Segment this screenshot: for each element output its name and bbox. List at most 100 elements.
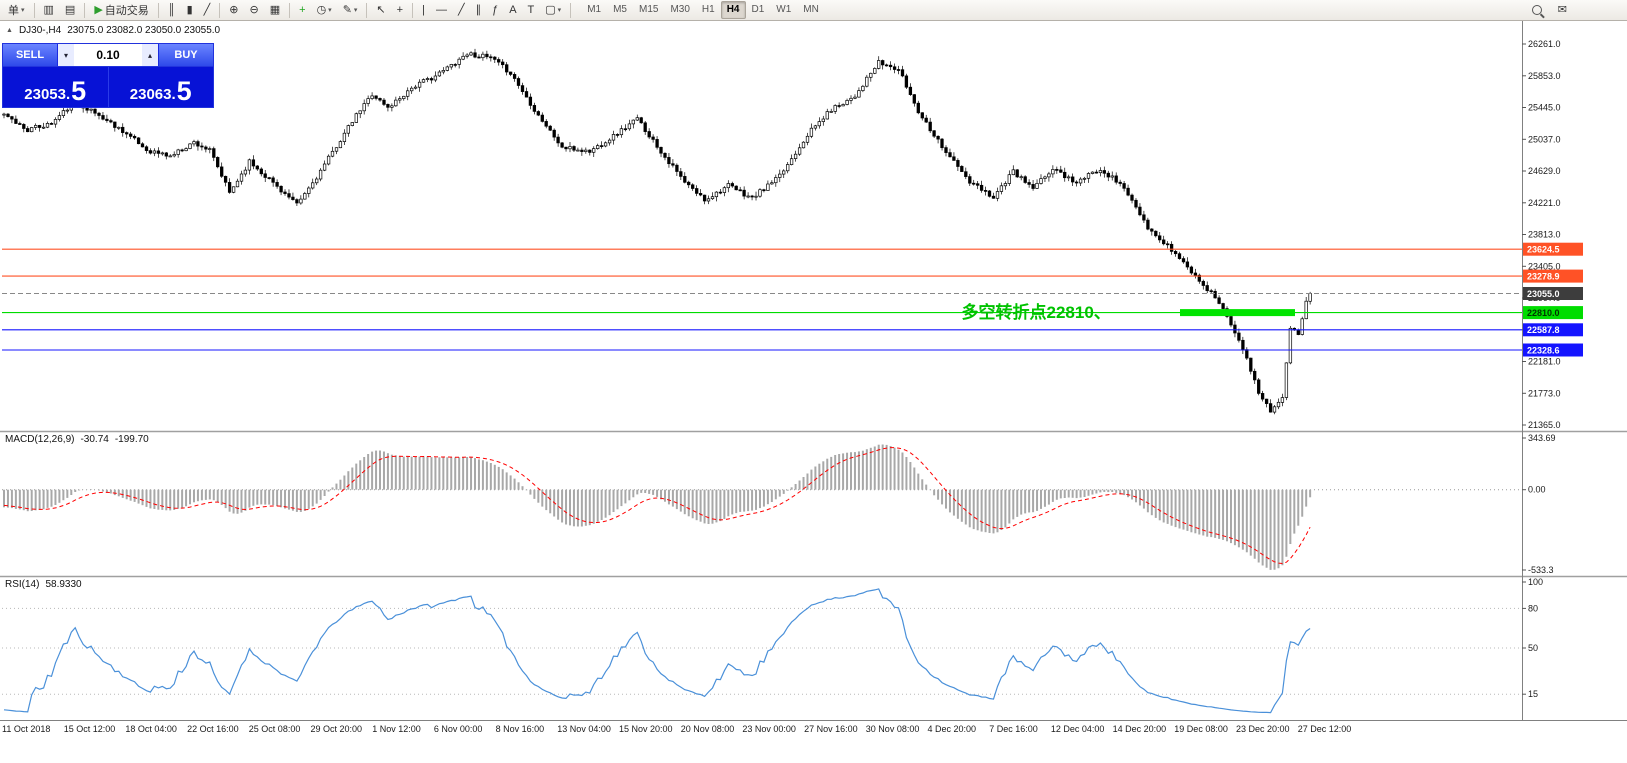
timeframe-button-h4[interactable]: H4 [720,1,746,19]
svg-text:23278.9: 23278.9 [1527,271,1560,281]
rsi-axis: 100 80 50 15 [1522,577,1543,699]
candles [2,48,1312,415]
chart-window-icon[interactable]: ▥ [39,0,59,20]
vertical-line-button-glyph: | [422,3,425,16]
svg-text:18 Oct 04:00: 18 Oct 04:00 [125,724,177,734]
new-order-button[interactable]: 单 ▾ [3,0,30,20]
svg-text:4 Dec 20:00: 4 Dec 20:00 [928,724,977,734]
toolbar-separator [412,2,414,18]
timeframe-button-mn[interactable]: MN [803,4,819,15]
cursor-button[interactable]: ↖ [371,0,390,20]
autotrading-button[interactable]: ▶ 自动交易 [89,0,153,20]
fibonacci-button[interactable]: ƒ [487,0,503,20]
buy-button[interactable]: BUY [158,44,213,66]
timeframe-button-d1[interactable]: D1 [751,4,765,15]
svg-text:80: 80 [1528,603,1538,613]
svg-text:25 Oct 08:00: 25 Oct 08:00 [249,724,301,734]
main-toolbar: 单 ▾ ▥ ▤ ▶ 自动交易 ║ ▮ ╱ ⊕ ⊖ ▦ + ◷ ▾ ✎ ▾ ↖ + | — ╱ ∥ ƒ A T ▢ ▾ M1 M5 M15 M3… [0,0,1627,21]
trade-panel-top-row: SELL ▾ ▴ BUY [3,44,213,66]
search-button[interactable] [1527,0,1547,20]
level-badge-22810.0: 22810.0 [1523,306,1583,320]
svg-text:13 Nov 04:00: 13 Nov 04:00 [557,724,611,734]
rsi-value: 58.9330 [45,579,82,590]
macd-name: MACD(12,26,9) [5,434,75,445]
chart-window-icon-glyph: ▥ [43,3,54,16]
channel-button[interactable]: ∥ [471,0,487,20]
volume-up-button[interactable]: ▴ [142,44,158,66]
shapes-button-glyph: ▢ [545,3,556,16]
shapes-button[interactable]: ▢ ▾ [540,0,566,20]
buy-price[interactable]: 23063. 5 [107,67,214,107]
channel-button-glyph: ∥ [475,3,482,16]
svg-text:23624.5: 23624.5 [1527,245,1560,255]
timeframe-button-m15[interactable]: M15 [639,4,659,15]
indicators-button-glyph: + [299,3,306,16]
panel-frame [0,21,1627,721]
volume-input[interactable] [74,44,142,66]
market-watch-icon-glyph: ▤ [64,3,76,16]
ohlc-values: 23075.0 23082.0 23050.0 23055.0 [67,25,221,36]
bar-chart-type-button[interactable]: ║ [163,0,181,20]
toolbar-right-icons: ✉ [1527,0,1572,20]
timeframe-button-w1[interactable]: W1 [776,4,792,15]
timeframe-button-m30[interactable]: M30 [670,4,690,15]
chat-button-glyph: ✉ [1557,3,1567,16]
templates-button[interactable]: ✎ ▾ [338,0,363,20]
svg-text:23813.0: 23813.0 [1528,230,1561,240]
svg-text:26261.0: 26261.0 [1528,39,1561,49]
chat-button[interactable]: ✉ [1553,0,1572,20]
horizontal-line-button[interactable]: — [431,0,452,20]
svg-text:15 Nov 20:00: 15 Nov 20:00 [619,724,673,734]
svg-text:6 Nov 00:00: 6 Nov 00:00 [434,724,483,734]
vertical-line-button[interactable]: | [417,0,430,20]
crosshair-button[interactable]: + [392,0,408,20]
macd-signal-line [3,447,1311,565]
market-watch-icon[interactable]: ▤ [60,0,80,20]
svg-text:100: 100 [1528,577,1543,587]
tile-windows-button[interactable]: ▦ [265,0,285,20]
turning-point-highlight-segment[interactable] [1180,309,1295,317]
svg-text:24221.0: 24221.0 [1528,198,1561,208]
svg-text:12 Dec 04:00: 12 Dec 04:00 [1051,724,1105,734]
svg-text:21773.0: 21773.0 [1528,388,1561,398]
dropdown-arrow-icon: ▾ [353,7,358,14]
candlestick-type-button[interactable]: ▮ [182,0,198,20]
volume-down-button[interactable]: ▾ [58,44,74,66]
svg-text:-533.3: -533.3 [1528,565,1554,575]
text-button[interactable]: A [504,0,521,20]
timeframe-button-h1[interactable]: H1 [701,4,715,15]
svg-text:29 Oct 20:00: 29 Oct 20:00 [311,724,363,734]
svg-text:27 Nov 16:00: 27 Nov 16:00 [804,724,858,734]
periods-button[interactable]: ◷ ▾ [312,0,337,20]
zoom-out-button[interactable]: ⊖ [245,0,264,20]
zoom-in-button-glyph: ⊕ [229,3,239,16]
rsi-line [3,588,1311,714]
timeframe-button-m1[interactable]: M1 [587,4,602,15]
label-button[interactable]: T [523,0,540,20]
horizontal-line-button-glyph: — [435,3,447,16]
svg-text:0.00: 0.00 [1528,485,1546,495]
svg-text:22 Oct 16:00: 22 Oct 16:00 [187,724,239,734]
svg-text:11 Oct 2018: 11 Oct 2018 [2,724,50,734]
svg-text:30 Nov 08:00: 30 Nov 08:00 [866,724,920,734]
svg-text:21365.0: 21365.0 [1528,420,1561,430]
sell-button[interactable]: SELL [3,44,58,66]
chart-area[interactable]: 多空转折点22810、 26261.0 25853.0 25445.0 25037.0 2… [0,21,1627,763]
line-chart-type-button[interactable]: ╱ [199,0,216,20]
trendline-button[interactable]: ╱ [453,0,470,20]
macd-value: -30.74 [80,434,109,445]
time-axis: 11 Oct 2018 15 Oct 12:00 18 Oct 04:00 22 Oc… [2,724,1351,734]
svg-text:23 Nov 00:00: 23 Nov 00:00 [742,724,796,734]
svg-text:50: 50 [1528,643,1538,653]
svg-text:7 Dec 16:00: 7 Dec 16:00 [989,724,1038,734]
timeframe-button-m5[interactable]: M5 [613,4,627,15]
chart-annotation: 多空转折点22810、 [962,302,1111,322]
symbol-ohlc-header: ▲ DJ30-,H4 23075.0 23082.0 23050.0 23055… [6,25,220,36]
macd-indicator-label: MACD(12,26,9) -30.74 -199.70 [5,434,149,445]
sell-price[interactable]: 23053. 5 [3,67,108,107]
horizontal-level-lines [2,248,1522,351]
zoom-in-button[interactable]: ⊕ [224,0,243,20]
fibonacci-button-glyph: ƒ [492,3,499,16]
rsi-panel [2,588,1522,714]
indicators-button[interactable]: + [294,0,310,20]
